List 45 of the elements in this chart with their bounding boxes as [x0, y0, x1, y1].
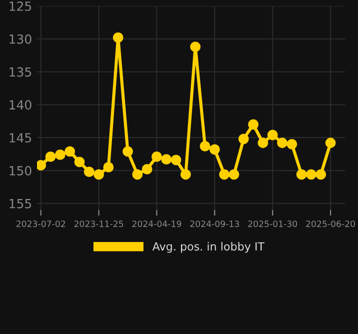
- point: [103, 162, 114, 172]
- y-tick-label: 140: [10, 100, 32, 110]
- point: [122, 146, 133, 157]
- point: [267, 130, 278, 140]
- point: [132, 169, 143, 180]
- point: [296, 169, 307, 180]
- x-tick-label: 2025-06-20: [306, 220, 355, 228]
- point: [238, 134, 249, 144]
- point: [277, 138, 288, 148]
- x-tick-label: 2025-01-30: [248, 220, 298, 228]
- y-tick-label: 125: [10, 1, 32, 11]
- point: [45, 151, 56, 162]
- point: [258, 138, 268, 148]
- y-tick-label: 150: [10, 166, 32, 176]
- y-tick-label: 130: [10, 34, 32, 44]
- point: [286, 138, 298, 150]
- point: [37, 160, 46, 170]
- x-tick-label: 2023-07-02: [16, 220, 66, 228]
- point: [170, 154, 182, 166]
- x-tick-label: 2023-11-25: [74, 220, 124, 228]
- point: [142, 164, 152, 174]
- point: [325, 138, 336, 148]
- point: [209, 144, 220, 155]
- point: [190, 42, 201, 52]
- point: [161, 154, 172, 165]
- legend-label: Avg. pos. in lobby IT: [152, 242, 265, 253]
- point: [306, 169, 316, 180]
- point: [200, 140, 210, 152]
- point: [94, 169, 104, 180]
- point: [84, 166, 94, 178]
- point: [180, 169, 191, 180]
- x-tick-label: 2024-04-19: [132, 220, 182, 228]
- point: [74, 156, 85, 168]
- x-tick-label: 2024-09-13: [190, 220, 239, 228]
- point: [152, 151, 162, 162]
- y-tick-label: 145: [10, 133, 32, 143]
- point: [316, 169, 326, 180]
- point: [112, 32, 124, 43]
- point: [54, 150, 66, 160]
- y-tick-label: 155: [10, 199, 32, 208]
- y-tick-label: 135: [10, 67, 32, 77]
- point: [228, 169, 240, 180]
- point: [248, 119, 258, 130]
- point: [64, 146, 76, 157]
- point: [219, 169, 230, 180]
